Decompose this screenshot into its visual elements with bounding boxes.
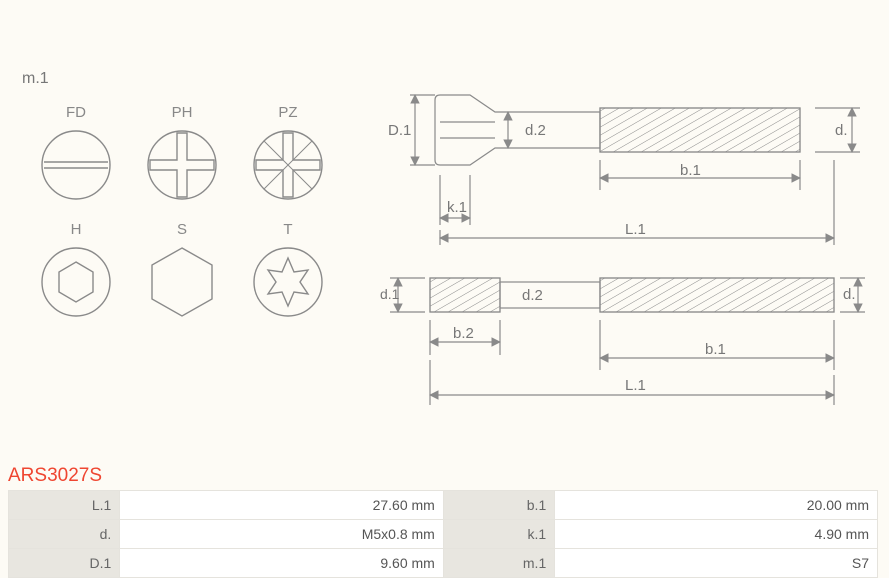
svg-text:d.: d. xyxy=(835,122,848,139)
spec-key: k.1 xyxy=(443,520,554,549)
head-ph: PH xyxy=(146,104,218,201)
head-label: T xyxy=(283,221,292,238)
svg-text:d.2: d.2 xyxy=(522,287,543,304)
screw-diagrams: D.1 d.2 d. b.1 k.1 L.1 d.1 d.2 d. b.2 b.… xyxy=(380,60,880,420)
pozidriv-icon xyxy=(252,129,324,201)
hex-socket-icon xyxy=(40,246,112,318)
svg-text:b.1: b.1 xyxy=(680,162,701,179)
svg-text:d.2: d.2 xyxy=(525,122,546,139)
svg-text:L.1: L.1 xyxy=(625,221,646,238)
spec-val: S7 xyxy=(555,549,878,578)
spec-table: L.127.60 mm b.120.00 mm d.M5x0.8 mm k.14… xyxy=(8,490,878,578)
heads-row-1: FD PH PZ xyxy=(40,104,350,201)
spec-key: D.1 xyxy=(9,549,120,578)
flat-drive-icon xyxy=(40,129,112,201)
spec-key: L.1 xyxy=(9,491,120,520)
head-label: PH xyxy=(172,104,193,121)
svg-text:b.1: b.1 xyxy=(705,341,726,358)
spec-key: b.1 xyxy=(443,491,554,520)
head-h: H xyxy=(40,221,112,318)
svg-text:D.1: D.1 xyxy=(388,122,411,139)
head-label: H xyxy=(71,221,82,238)
table-row: d.M5x0.8 mm k.14.90 mm xyxy=(9,520,878,549)
torx-icon xyxy=(252,246,324,318)
head-t: T xyxy=(252,221,324,318)
head-s: S xyxy=(146,221,218,318)
spec-val: 9.60 mm xyxy=(120,549,444,578)
tech-drawing: D.1 d.2 d. b.1 k.1 L.1 d.1 d.2 d. b.2 b.… xyxy=(380,60,880,420)
head-label: FD xyxy=(66,104,86,121)
svg-text:d.1: d.1 xyxy=(380,286,400,302)
table-row: D.19.60 mm m.1S7 xyxy=(9,549,878,578)
svg-text:L.1: L.1 xyxy=(625,377,646,394)
spec-val: 4.90 mm xyxy=(555,520,878,549)
spec-key: d. xyxy=(9,520,120,549)
svg-text:d.: d. xyxy=(843,286,856,303)
spec-val: M5x0.8 mm xyxy=(120,520,444,549)
svg-text:b.2: b.2 xyxy=(453,325,474,342)
head-label: PZ xyxy=(278,104,297,121)
heads-row-2: H S T xyxy=(40,221,350,318)
hex-head-icon xyxy=(146,246,218,318)
part-number: ARS3027S xyxy=(8,465,102,487)
phillips-icon xyxy=(146,129,218,201)
svg-text:k.1: k.1 xyxy=(447,199,467,216)
spec-val: 27.60 mm xyxy=(120,491,444,520)
head-fd: FD xyxy=(40,104,112,201)
head-pz: PZ xyxy=(252,104,324,201)
spec-val: 20.00 mm xyxy=(555,491,878,520)
spec-key: m.1 xyxy=(443,549,554,578)
table-row: L.127.60 mm b.120.00 mm xyxy=(9,491,878,520)
head-label: S xyxy=(177,221,187,238)
drive-heads-panel: FD PH PZ H S T xyxy=(20,60,350,338)
